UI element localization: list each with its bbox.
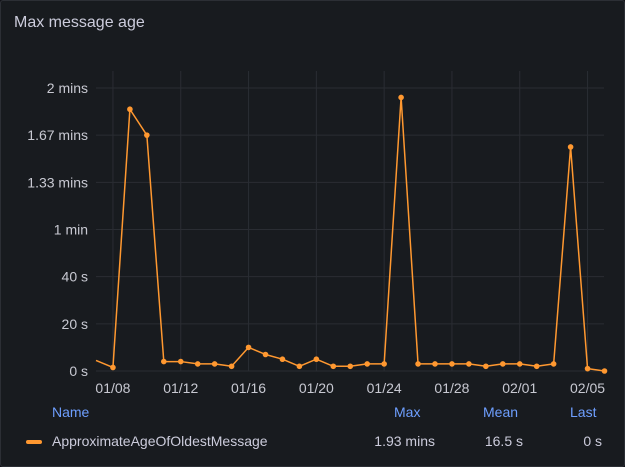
data-point[interactable] [144, 132, 150, 138]
data-point[interactable] [398, 94, 404, 101]
x-tick-label: 01/28 [434, 380, 469, 396]
data-point[interactable] [584, 365, 591, 372]
data-point[interactable] [364, 361, 371, 367]
data-point[interactable] [483, 363, 489, 370]
data-point[interactable] [127, 106, 133, 113]
legend-last-value: 0 s [583, 433, 602, 449]
data-point[interactable] [279, 356, 286, 363]
data-point[interactable] [177, 358, 184, 365]
x-tick-label: 02/05 [570, 380, 605, 396]
x-tick-label: 01/12 [163, 380, 198, 396]
line-chart: 0 s 20 s 40 s 1 min 1.33 mins 1.67 mins 2 mins… [27, 71, 608, 396]
data-point[interactable] [161, 358, 167, 365]
data-point[interactable] [449, 361, 455, 367]
legend-header-mean[interactable]: Mean [483, 404, 519, 420]
data-point[interactable] [228, 363, 235, 370]
data-point[interactable] [245, 344, 252, 351]
x-tick-label: 01/20 [299, 380, 334, 396]
x-tick-label: 02/01 [502, 380, 537, 396]
series-line[interactable] [95, 96, 605, 372]
data-point[interactable] [211, 361, 218, 367]
data-point[interactable] [567, 144, 574, 150]
data-point[interactable] [533, 363, 540, 370]
y-axis: 0 s 20 s 40 s 1 min 1.33 mins 1.67 mins 2 mins [27, 80, 88, 379]
panel-title[interactable]: Max message age [14, 14, 145, 31]
legend-max-value: 1.93 mins [374, 433, 435, 449]
x-tick-label: 01/24 [367, 380, 402, 396]
data-point[interactable] [415, 361, 421, 367]
legend-mean-value: 16.5 s [484, 433, 523, 449]
data-point[interactable] [330, 363, 337, 370]
legend-header-last[interactable]: Last [570, 404, 597, 420]
data-point[interactable] [194, 361, 201, 367]
y-tick-label: 40 s [62, 269, 88, 285]
data-point[interactable] [500, 361, 506, 367]
data-point[interactable] [466, 361, 472, 367]
data-point[interactable] [347, 363, 354, 370]
y-tick-label: 2 mins [47, 80, 88, 96]
legend-row[interactable]: ApproximateAgeOfOldestMessage 1.93 mins … [1, 432, 625, 452]
legend-series-name[interactable]: ApproximateAgeOfOldestMessage [52, 433, 268, 449]
y-tick-label: 20 s [62, 316, 88, 332]
series-color-swatch [26, 440, 42, 444]
y-tick-label: 1.67 mins [27, 127, 88, 143]
y-tick-label: 1 min [54, 222, 88, 238]
series-layer[interactable] [95, 94, 608, 374]
data-point[interactable] [313, 356, 320, 363]
data-point[interactable] [432, 361, 438, 367]
data-point[interactable] [110, 364, 116, 371]
legend-header-name[interactable]: Name [52, 404, 90, 420]
data-point[interactable] [296, 363, 303, 370]
data-point[interactable] [516, 361, 523, 367]
y-tick-label: 1.33 mins [27, 174, 88, 190]
x-tick-label: 01/16 [231, 380, 266, 396]
data-point[interactable] [262, 351, 269, 358]
x-tick-label: 01/08 [95, 380, 130, 396]
data-point[interactable] [601, 368, 608, 374]
grid [96, 71, 604, 372]
y-tick-label: 0 s [69, 363, 88, 379]
data-point[interactable] [550, 361, 557, 367]
x-axis: 01/08 01/12 01/16 01/20 01/24 01/28 02/01 02/05 [95, 380, 605, 396]
data-point[interactable] [381, 361, 387, 367]
legend-header-max[interactable]: Max [394, 404, 421, 420]
